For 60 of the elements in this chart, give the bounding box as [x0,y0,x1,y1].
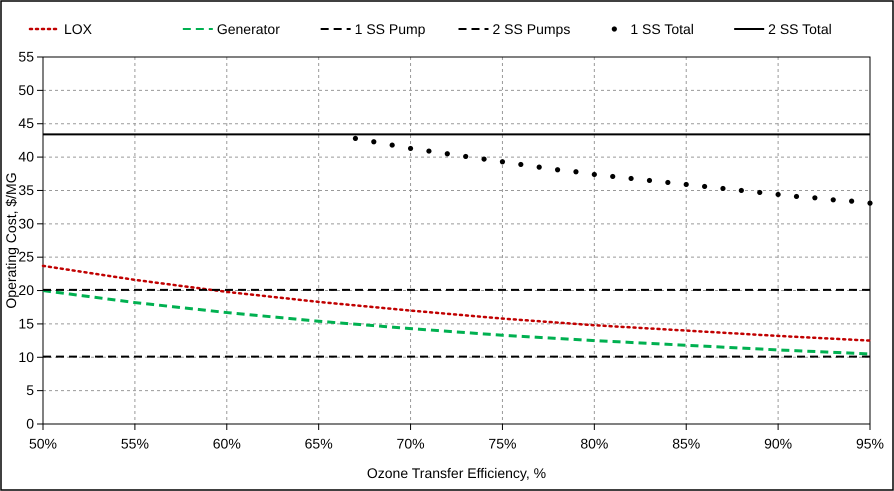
point [481,156,487,162]
legend-label: 1 SS Total [630,21,694,37]
point [610,174,616,180]
point [646,178,652,184]
legend-label: 2 SS Total [768,21,832,37]
y-tick-label: 45 [18,115,34,132]
y-tick-label: 5 [26,382,34,398]
legend-label: LOX [64,21,93,37]
point [426,148,432,154]
y-tick-label: 55 [18,48,34,64]
x-tick-label: 50% [28,435,58,452]
point [536,164,542,170]
x-tick-label: 65% [304,435,333,452]
y-tick-label: 15 [18,315,34,332]
point [812,195,818,200]
legend-label: Generator [216,21,280,37]
point [554,167,560,172]
y-tick-label: 35 [18,182,34,198]
point [738,188,744,194]
x-tick-label: 55% [120,435,149,452]
legend-label: 1 SS Pump [354,21,426,37]
y-tick-label: 40 [18,148,34,165]
point [592,172,597,178]
point [849,198,854,204]
point [390,142,395,148]
y-tick-label: 10 [18,348,34,365]
point [757,190,762,196]
point [720,186,726,192]
point [702,184,708,190]
y-tick-label: 30 [18,215,34,232]
y-tick-label: 0 [26,415,34,432]
x-tick-label: 95% [856,435,884,452]
point [628,176,634,182]
legend-label: 2 SS Pumps [492,21,570,37]
y-tick-label: 25 [18,248,34,265]
x-tick-label: 80% [580,435,608,452]
point [463,154,468,160]
point [867,200,873,206]
point [794,194,800,200]
point [500,159,506,164]
x-tick-label: 90% [764,435,792,452]
point [371,139,376,144]
point [444,151,450,156]
line-series [42,264,872,342]
point [776,192,781,198]
y-axis-title: Operating Cost, $/MG [3,172,19,309]
y-tick-label: 50 [18,82,34,98]
x-tick-label: 85% [672,435,700,452]
y-tick-label: 20 [18,282,34,298]
point [684,182,689,188]
x-axis-title: Ozone Transfer Efficiency, % [366,465,546,481]
point [352,136,358,142]
x-tick-label: 75% [488,435,516,452]
point [665,180,670,186]
x-tick-label: 60% [212,435,241,452]
point [573,169,579,174]
x-tick-label: 70% [396,435,425,452]
point [518,162,524,168]
point [830,197,836,202]
point [408,146,414,152]
